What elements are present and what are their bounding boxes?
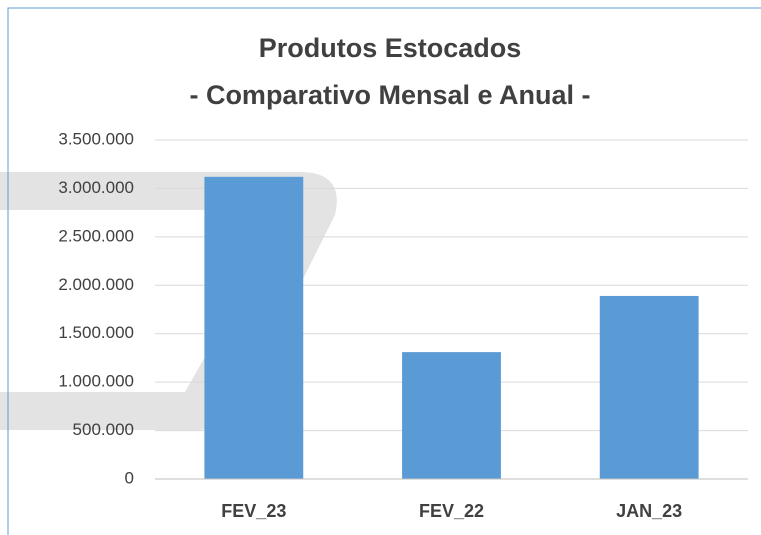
y-tick-label: 1.000.000 <box>58 372 134 391</box>
bar <box>204 176 304 479</box>
x-tick-label: FEV_23 <box>221 501 286 521</box>
bar <box>402 352 501 479</box>
y-tick-label: 3.000.000 <box>58 178 134 197</box>
y-tick-label: 500.000 <box>73 420 134 439</box>
y-tick-label: 2.000.000 <box>58 275 134 294</box>
y-tick-label: 3.500.000 <box>58 129 134 148</box>
chart-title: Produtos Estocados <box>259 33 522 63</box>
y-tick-label: 0 <box>125 468 134 487</box>
chart-subtitle: - Comparativo Mensal e Anual - <box>189 80 590 110</box>
bar <box>599 295 699 479</box>
x-tick-label: FEV_22 <box>419 501 484 521</box>
x-tick-label: JAN_23 <box>616 501 682 521</box>
chart-border <box>7 7 761 535</box>
y-tick-label: 2.500.000 <box>58 226 134 245</box>
y-tick-label: 1.500.000 <box>58 323 134 342</box>
